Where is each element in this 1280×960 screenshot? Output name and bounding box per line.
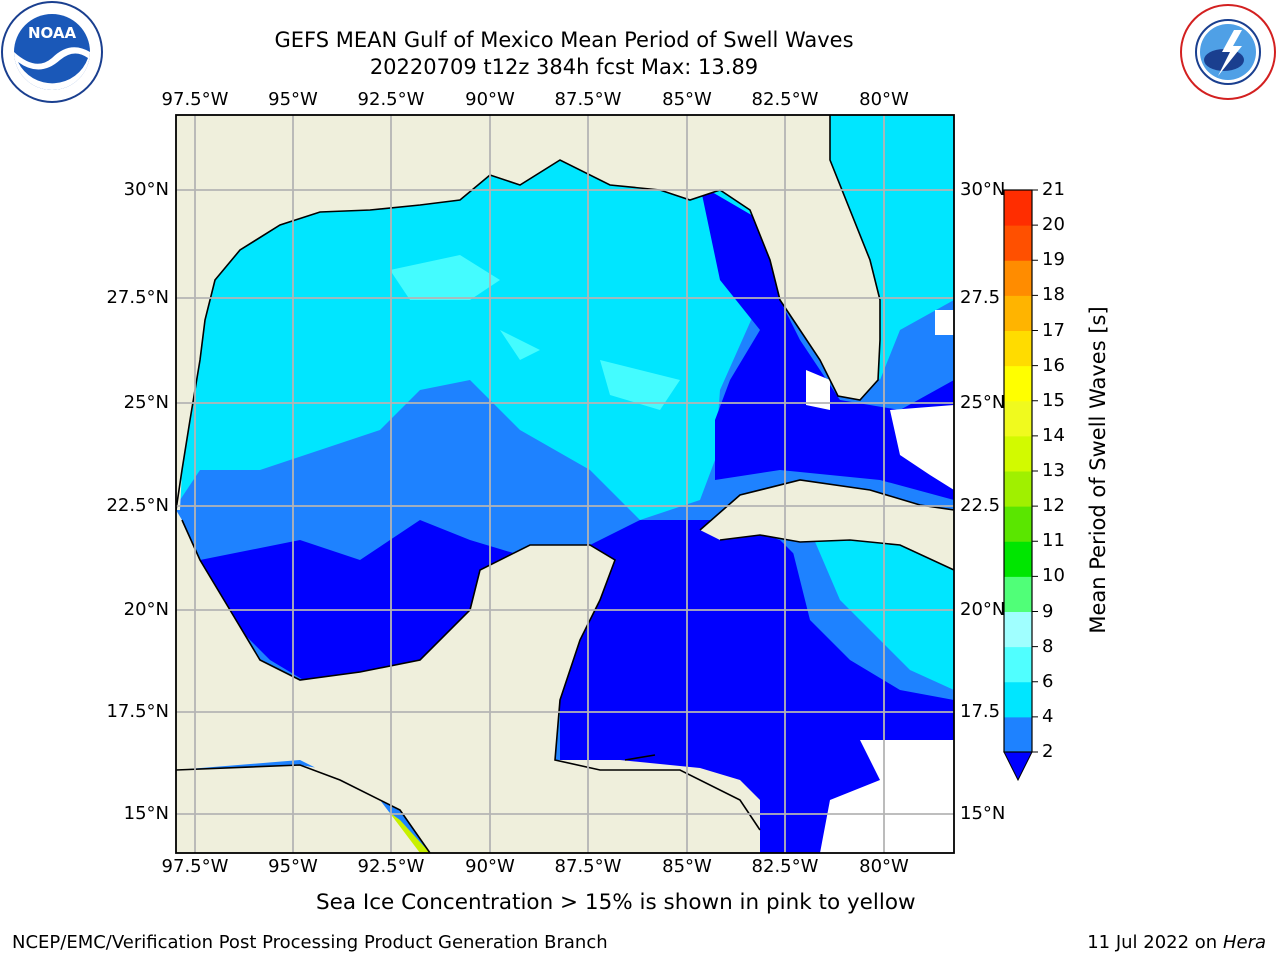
lon-label-bottom: 87.5°W bbox=[554, 856, 622, 877]
lat-label-right: 22.5 bbox=[960, 495, 1001, 516]
footer-date-text: 11 Jul 2022 on bbox=[1087, 932, 1223, 953]
colorbar-tick-label: 11 bbox=[1042, 530, 1065, 552]
footer-machine: Hera bbox=[1222, 932, 1266, 953]
swell-field-8s bbox=[390, 255, 680, 410]
chart-subtitle: 20220709 t12z 384h fcst Max: 13.89 bbox=[369, 55, 759, 79]
colorbar bbox=[1003, 189, 1038, 782]
lon-label-bottom: 92.5°W bbox=[357, 856, 425, 877]
colorbar-segment bbox=[1004, 225, 1032, 261]
lon-label-top: 95°W bbox=[268, 89, 318, 110]
map-border bbox=[175, 114, 955, 854]
colorbar-tick-label: 4 bbox=[1042, 705, 1054, 727]
lat-label-left: 20°N bbox=[123, 599, 169, 620]
lon-label-top: 90°W bbox=[465, 89, 515, 110]
colorbar-title: Mean Period of Swell Waves [s] bbox=[1086, 306, 1110, 634]
colorbar-tick-label: 16 bbox=[1042, 354, 1065, 376]
colorbar-segment bbox=[1004, 506, 1032, 542]
colorbar-tick-label: 20 bbox=[1042, 214, 1065, 236]
land-cuba bbox=[700, 480, 954, 570]
land-us bbox=[176, 115, 880, 510]
colorbar-extend-min bbox=[1003, 751, 1033, 782]
land-mexico bbox=[176, 510, 760, 853]
colorbar-segment bbox=[1004, 295, 1032, 331]
lon-label-bottom: 82.5°W bbox=[751, 856, 819, 877]
colorbar-tick-label: 15 bbox=[1042, 389, 1065, 411]
chart-title: GEFS MEAN Gulf of Mexico Mean Period of … bbox=[274, 28, 854, 52]
colorbar-tick-label: 19 bbox=[1042, 249, 1065, 271]
colorbar-segment bbox=[1004, 190, 1032, 226]
colorbar-segment bbox=[1004, 365, 1032, 402]
lat-label-left: 22.5°N bbox=[106, 495, 169, 516]
colorbar-segment bbox=[1004, 435, 1032, 472]
lon-label-top: 85°W bbox=[662, 89, 712, 110]
colorbar-tick-label: 9 bbox=[1042, 600, 1054, 622]
colorbar-segment bbox=[1004, 681, 1032, 718]
lat-label-right: 15°N bbox=[960, 803, 1006, 824]
sea-ice-note: Sea Ice Concentration > 15% is shown in … bbox=[316, 890, 916, 915]
colorbar-segment bbox=[1004, 646, 1032, 683]
colorbar-tick-label: 2 bbox=[1042, 741, 1054, 762]
colorbar-tick-label: 18 bbox=[1042, 284, 1065, 306]
colorbar-segment bbox=[1004, 576, 1032, 612]
lon-label-bottom: 85°W bbox=[662, 856, 712, 877]
land-centralamerica bbox=[420, 760, 760, 853]
lon-label-top: 92.5°W bbox=[357, 89, 425, 110]
colorbar-segment bbox=[1004, 330, 1032, 367]
lat-label-right: 20°N bbox=[960, 599, 1006, 620]
colorbar-tick-label: 21 bbox=[1042, 179, 1065, 200]
lat-label-right: 30°N bbox=[960, 179, 1006, 200]
colorbar-tick-label: 6 bbox=[1042, 670, 1054, 692]
noaa-logo: NOAA bbox=[1, 1, 103, 103]
nws-logo bbox=[1180, 4, 1276, 100]
lat-label-left: 27.5°N bbox=[106, 287, 169, 308]
lon-label-top: 97.5°W bbox=[161, 89, 229, 110]
colorbar-tick-label: 13 bbox=[1042, 460, 1065, 481]
lat-label-left: 30°N bbox=[123, 179, 169, 200]
colorbar-tick-label: 17 bbox=[1042, 319, 1065, 341]
colorbar-tick-label: 8 bbox=[1042, 635, 1054, 657]
lat-label-right: 17.5 bbox=[960, 701, 1001, 722]
footer-date: 11 Jul 2022 on Hera bbox=[1087, 932, 1266, 953]
lat-label-left: 17.5°N bbox=[106, 701, 169, 722]
colorbar-segment bbox=[1004, 716, 1032, 753]
lat-label-right: 27.5 bbox=[960, 287, 1001, 308]
colorbar-tick-label: 12 bbox=[1042, 495, 1065, 517]
lat-label-right: 25°N bbox=[960, 392, 1006, 413]
lon-label-top: 80°W bbox=[859, 89, 909, 110]
colorbar-tick-label: 14 bbox=[1042, 424, 1065, 446]
colorbar-segment bbox=[1004, 260, 1032, 296]
lon-label-bottom: 95°W bbox=[268, 856, 318, 877]
lon-label-top: 82.5°W bbox=[751, 89, 819, 110]
lat-label-left: 15°N bbox=[123, 803, 169, 824]
svg-text:NOAA: NOAA bbox=[28, 24, 77, 42]
colorbar-segment bbox=[1004, 400, 1032, 437]
colorbar-tick-label: 10 bbox=[1042, 565, 1065, 587]
colorbar-segment bbox=[1004, 611, 1032, 648]
missing-data bbox=[806, 310, 954, 853]
footer-credit: NCEP/EMC/Verification Post Processing Pr… bbox=[12, 932, 608, 953]
lon-label-top: 87.5°W bbox=[554, 89, 622, 110]
lon-label-bottom: 97.5°W bbox=[161, 856, 229, 877]
lon-label-bottom: 90°W bbox=[465, 856, 515, 877]
lat-label-left: 25°N bbox=[123, 392, 169, 413]
colorbar-segment bbox=[1004, 471, 1032, 507]
lon-label-bottom: 80°W bbox=[859, 856, 909, 877]
colorbar-segment bbox=[1004, 541, 1032, 577]
swell-field-2s-east bbox=[700, 185, 954, 500]
